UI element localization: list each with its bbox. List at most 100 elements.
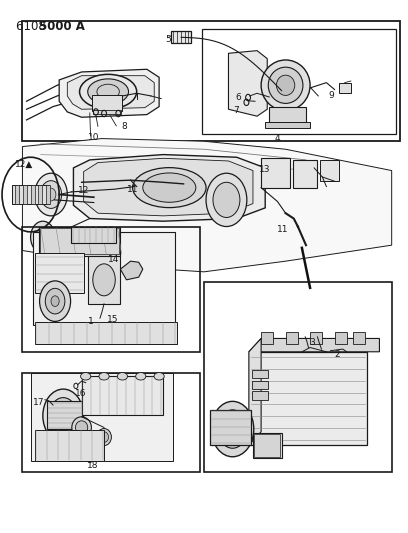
Bar [35,430,104,461]
Bar [335,332,347,344]
Text: 12▲: 12▲ [15,160,33,168]
Polygon shape [84,158,253,216]
Circle shape [43,389,84,442]
Text: 14: 14 [108,255,120,264]
Polygon shape [249,338,261,445]
Text: 12: 12 [78,186,90,195]
Text: 8: 8 [122,123,127,131]
Circle shape [40,181,62,208]
Ellipse shape [268,67,303,103]
Bar [265,122,310,128]
Bar [22,227,200,352]
Bar [46,185,50,204]
Bar [320,160,339,181]
Text: 11: 11 [277,225,289,233]
Circle shape [40,281,71,321]
Bar [12,185,49,204]
Ellipse shape [143,173,196,203]
Text: 18: 18 [87,462,98,470]
Text: 3: 3 [309,338,315,346]
Text: 15: 15 [107,316,118,324]
Polygon shape [120,261,143,280]
Bar [93,110,121,114]
Circle shape [35,228,50,247]
Circle shape [57,408,69,424]
Text: 6108: 6108 [16,20,50,33]
Circle shape [49,398,77,434]
Bar [293,160,317,188]
Ellipse shape [88,79,129,104]
Ellipse shape [93,264,115,296]
Bar [261,332,273,344]
Bar [339,83,351,93]
Bar [31,373,173,461]
Bar [23,185,27,204]
Bar [40,228,119,254]
Circle shape [45,288,65,314]
Bar [71,227,116,243]
Circle shape [225,419,240,439]
Circle shape [46,188,56,201]
Polygon shape [22,139,392,272]
Ellipse shape [135,373,146,380]
Text: 11: 11 [126,185,138,193]
Polygon shape [249,338,379,352]
Bar [82,376,163,415]
Ellipse shape [99,373,109,380]
Bar [22,373,200,472]
Text: 2: 2 [335,350,340,359]
Polygon shape [59,69,159,117]
Ellipse shape [118,373,127,380]
Text: 7: 7 [233,106,239,115]
Ellipse shape [100,432,109,442]
Circle shape [211,401,254,457]
Bar [47,401,82,429]
Text: 9: 9 [328,92,334,100]
Text: 5000 A: 5000 A [39,20,84,33]
Bar [33,232,175,325]
Bar [39,227,120,256]
Bar [35,253,84,293]
Bar [204,282,392,472]
Bar [92,95,122,111]
Ellipse shape [261,60,310,111]
Bar [253,433,282,458]
Bar [252,370,268,378]
Text: 13: 13 [259,165,271,174]
Circle shape [213,182,240,217]
Bar [310,332,322,344]
Ellipse shape [154,373,164,380]
Bar [249,352,367,445]
Text: 1: 1 [88,317,93,326]
Text: 6: 6 [235,93,241,101]
Bar [202,29,396,134]
Ellipse shape [80,75,137,109]
Bar [252,381,268,389]
Polygon shape [73,155,265,221]
Circle shape [35,173,67,216]
Ellipse shape [133,167,206,207]
Bar [35,322,177,344]
Circle shape [51,296,59,306]
Polygon shape [228,51,267,116]
Ellipse shape [276,75,295,95]
Circle shape [206,173,247,227]
Bar [171,31,191,43]
Ellipse shape [97,429,111,446]
Bar [261,158,290,188]
Bar [38,185,42,204]
Polygon shape [67,76,154,109]
Bar [22,21,400,141]
Bar [269,107,306,123]
Bar [210,410,251,445]
Bar [15,185,19,204]
Bar [252,391,268,400]
Bar [286,332,298,344]
Text: 16: 16 [75,389,86,398]
Circle shape [218,410,247,448]
Text: 10: 10 [88,133,100,142]
Bar [254,434,280,457]
Text: 4: 4 [274,134,280,142]
Bar [353,332,365,344]
Bar [88,256,120,304]
